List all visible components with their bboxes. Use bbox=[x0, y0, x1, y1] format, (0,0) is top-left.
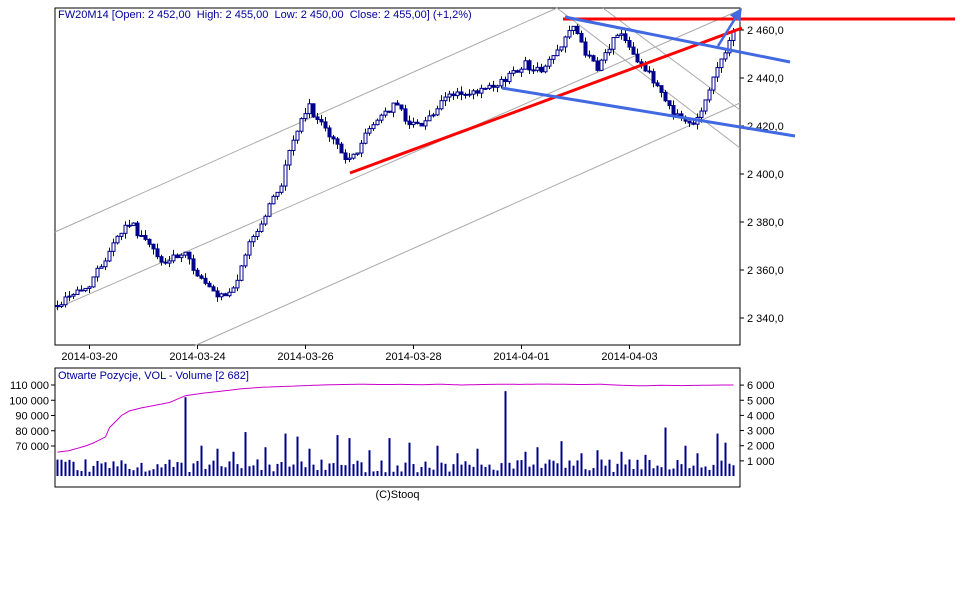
svg-text:80 000: 80 000 bbox=[15, 426, 49, 438]
trendlines-layer bbox=[349, 7, 955, 175]
candles-layer bbox=[55, 24, 736, 311]
svg-text:2014-03-24: 2014-03-24 bbox=[169, 351, 225, 363]
svg-text:2 360,0: 2 360,0 bbox=[747, 265, 784, 277]
svg-text:2 380,0: 2 380,0 bbox=[747, 217, 784, 229]
svg-text:100 000: 100 000 bbox=[9, 395, 49, 407]
svg-text:3 000: 3 000 bbox=[747, 426, 775, 438]
gray-channel-lower bbox=[193, 102, 741, 347]
blue-downtrend-upper bbox=[564, 15, 791, 64]
gray-fan-shallow bbox=[602, 7, 741, 111]
svg-text:70 000: 70 000 bbox=[15, 441, 49, 453]
gray-fan-steep bbox=[556, 7, 741, 149]
red-support-trendline bbox=[349, 26, 743, 175]
volume-axis: 6 000 5 000 4 000 3 000 2 000 1 000 bbox=[740, 380, 775, 468]
svg-text:110 000: 110 000 bbox=[10, 380, 49, 392]
price-axis: 2 460,02 440,02 420,02 400,02 380,02 360… bbox=[740, 25, 784, 325]
panel-frames bbox=[54, 7, 741, 488]
blue-downtrend-lower bbox=[501, 86, 796, 138]
svg-text:2014-03-26: 2014-03-26 bbox=[277, 351, 333, 363]
svg-text:2 400,0: 2 400,0 bbox=[747, 169, 784, 181]
svg-text:2014-03-28: 2014-03-28 bbox=[385, 351, 441, 363]
svg-text:2014-04-01: 2014-04-01 bbox=[493, 351, 549, 363]
svg-text:4 000: 4 000 bbox=[747, 410, 775, 422]
svg-text:2 340,0: 2 340,0 bbox=[747, 313, 784, 325]
svg-text:90 000: 90 000 bbox=[15, 411, 49, 423]
svg-text:2 000: 2 000 bbox=[747, 441, 775, 453]
stooq-credit: (C)Stooq bbox=[375, 489, 420, 501]
date-axis: 2014-03-20 2014-03-24 2014-03-26 2014-03-28… bbox=[61, 345, 658, 363]
svg-text:6 000: 6 000 bbox=[747, 380, 775, 392]
svg-text:2014-04-03: 2014-04-03 bbox=[601, 351, 657, 363]
price-chart-header: FW20M14 [Open: 2 452,00 High: 2 455,00 L… bbox=[58, 9, 472, 21]
svg-text:2 440,0: 2 440,0 bbox=[747, 73, 784, 85]
open-interest-axis: 110 000 100 000 90 000 80 000 70 000 bbox=[9, 380, 55, 453]
svg-text:1 000: 1 000 bbox=[747, 456, 775, 468]
svg-text:5 000: 5 000 bbox=[747, 395, 775, 407]
volume-chart-header: Otwarte Pozycje, VOL - Volume [2 682] bbox=[58, 370, 249, 382]
open-interest-line bbox=[57, 383, 734, 453]
svg-text:2014-03-20: 2014-03-20 bbox=[61, 351, 117, 363]
svg-text:2 460,0: 2 460,0 bbox=[747, 25, 784, 37]
volume-bars-layer bbox=[56, 391, 735, 476]
blue-breakout-arrow bbox=[716, 7, 743, 47]
